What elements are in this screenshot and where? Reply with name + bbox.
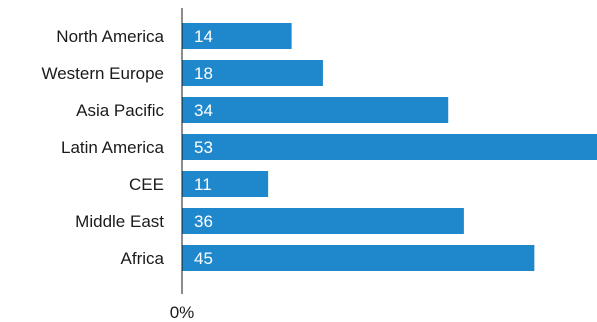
category-label: Latin America: [61, 138, 165, 157]
bar-asia-pacific: [182, 97, 449, 123]
value-label: 11: [194, 175, 212, 194]
value-label: 18: [194, 64, 213, 83]
category-label: North America: [56, 27, 164, 46]
bars-group: North America 14 Western Europe 18 Asia Paci…: [41, 23, 597, 271]
value-label: 36: [194, 212, 213, 231]
value-label: 14: [194, 27, 213, 46]
category-label: Africa: [121, 249, 165, 268]
category-label: CEE: [129, 175, 164, 194]
value-label: 45: [194, 249, 213, 268]
value-label: 53: [194, 138, 213, 157]
bar-western-europe: [182, 60, 323, 86]
value-label: 34: [194, 101, 213, 120]
category-label: Western Europe: [41, 64, 164, 83]
bar-africa: [182, 245, 535, 271]
bar-north-america: [182, 23, 292, 49]
bar-middle-east: [182, 208, 464, 234]
bar-latin-america: [182, 134, 597, 160]
bar-cee: [182, 171, 269, 197]
category-label: Middle East: [75, 212, 164, 231]
category-label: Asia Pacific: [76, 101, 164, 120]
x-tick-label: 0%: [170, 303, 195, 322]
